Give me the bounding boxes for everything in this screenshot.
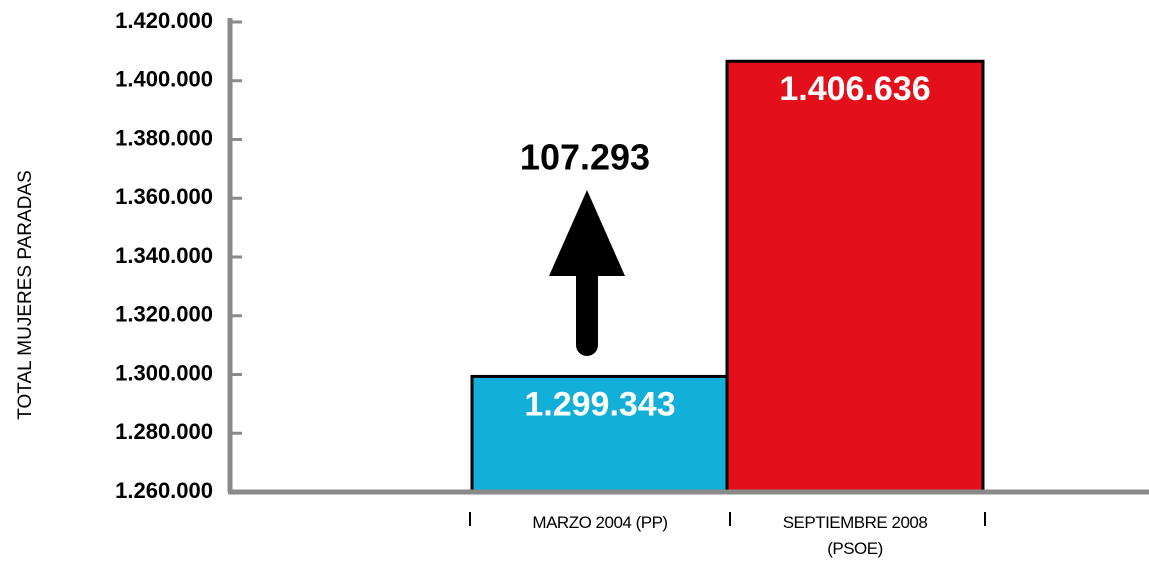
annotation: 107.293: [520, 137, 650, 178]
value-label: 1.406.636: [779, 70, 930, 108]
y-tick-label: 1.360.000: [115, 184, 213, 209]
bar: [725, 59, 985, 494]
y-tick-label: 1.260.000: [115, 478, 213, 503]
y-tick-label: 1.400.000: [115, 67, 213, 92]
y-tick-label: 1.380.000: [115, 125, 213, 150]
y-tick-label: 1.340.000: [115, 243, 213, 268]
value-label: 1.299.343: [524, 385, 675, 423]
y-tick-label: 1.420.000: [115, 8, 213, 33]
y-axis-label: TOTAL MUJERES PARADAS: [15, 170, 36, 420]
x-tick-label: SEPTIEMBRE 2008 (PSOE): [782, 513, 928, 558]
arrow-head: [549, 190, 625, 276]
y-tick-label: 1.320.000: [115, 302, 213, 327]
y-tick-label: 1.300.000: [115, 360, 213, 385]
y-tick-label: 1.280.000: [115, 419, 213, 444]
x-tick-label: MARZO 2004 (PP): [532, 513, 668, 532]
